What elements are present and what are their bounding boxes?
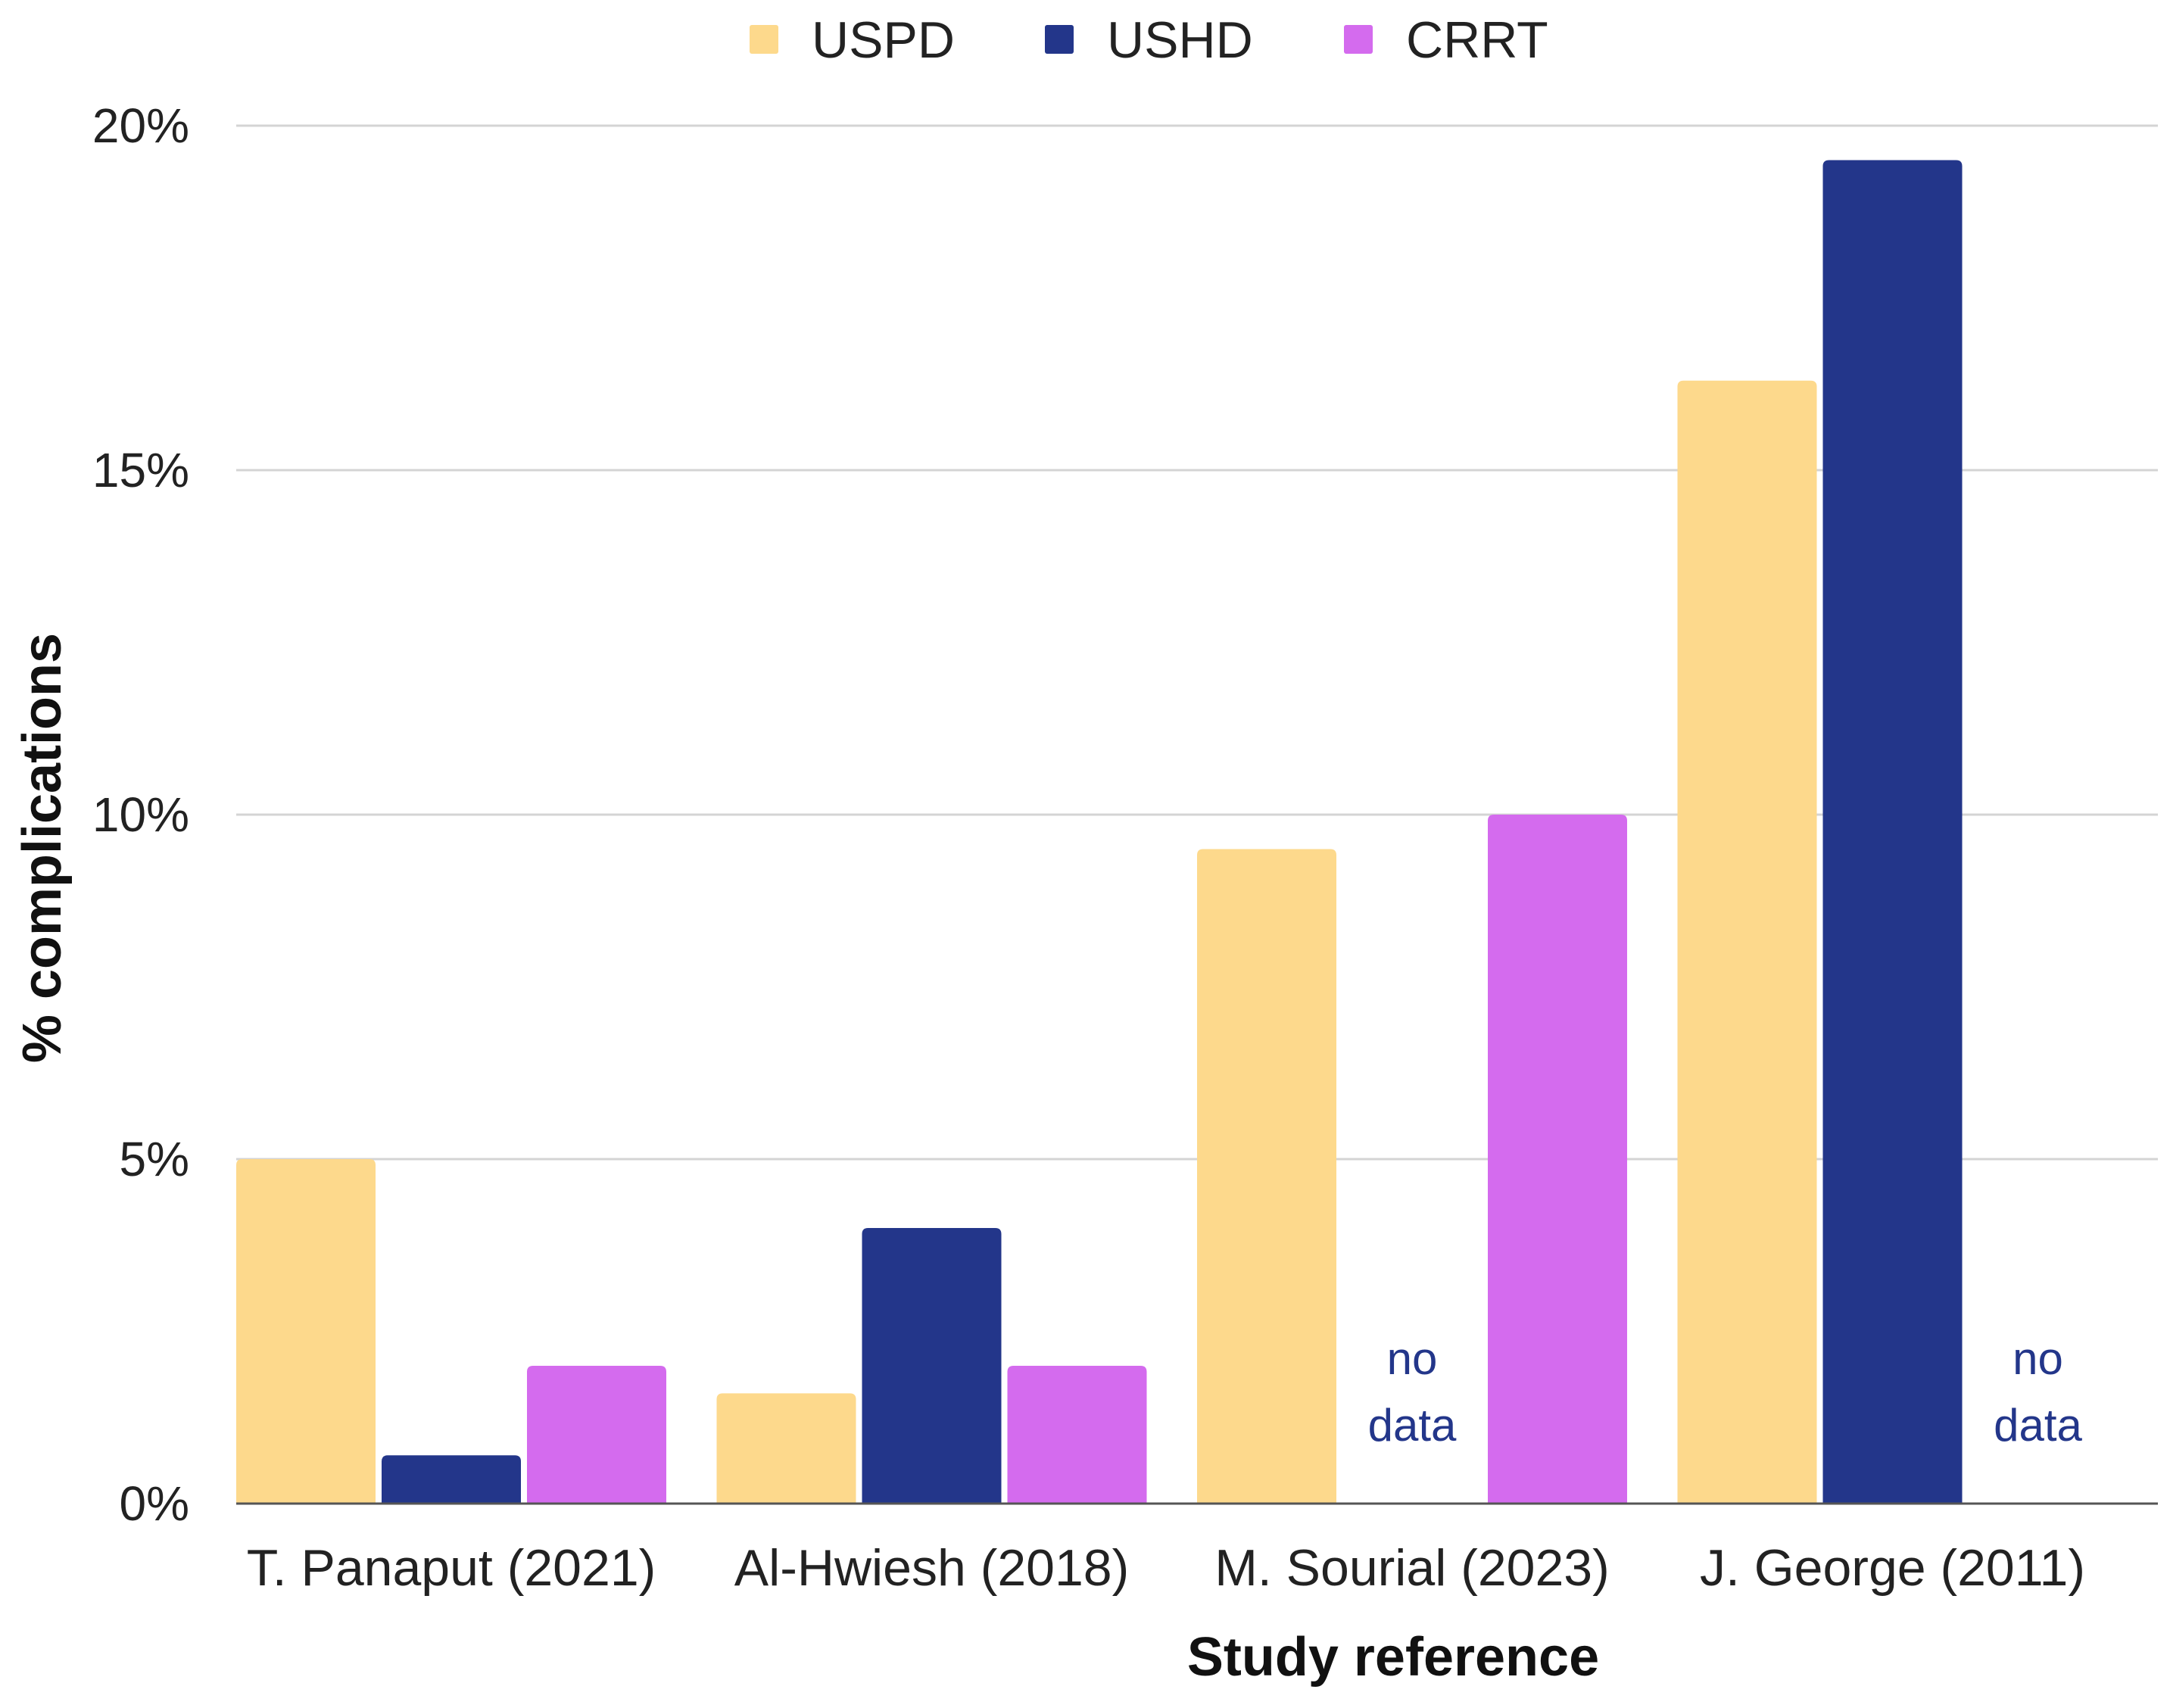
legend-label-ushd: USHD <box>1107 11 1253 69</box>
y-tick-label: 20% <box>92 98 189 153</box>
legend-label-uspd: USPD <box>812 11 955 69</box>
bar-ushd-1 <box>862 1228 1002 1504</box>
y-tick-label: 15% <box>92 443 189 497</box>
bar-ushd-3 <box>1822 160 1963 1504</box>
bar-uspd-1 <box>716 1393 856 1504</box>
bar-uspd-2 <box>1197 849 1336 1504</box>
bar-crrt-0 <box>527 1366 666 1504</box>
bar-uspd-3 <box>1677 380 1817 1504</box>
bar-crrt-1 <box>1007 1366 1147 1504</box>
y-tick-label: 0% <box>120 1476 190 1531</box>
y-tick-label: 5% <box>120 1132 190 1186</box>
bars <box>236 160 1963 1504</box>
no-data-label: no data <box>1368 1333 1457 1451</box>
legend-label-crrt: CRRT <box>1406 11 1548 69</box>
legend-swatch-ushd <box>1045 25 1074 54</box>
legend: USPD USHD CRRT <box>750 11 1548 69</box>
bar-crrt-2 <box>1488 815 1627 1504</box>
y-tick-label: 10% <box>92 787 189 842</box>
axes: 0% 5% 10% 15% 20% T. Panaput (2021) Al-Hwiesh … <box>92 98 2158 1597</box>
y-axis-title: % complications <box>12 633 73 1063</box>
annotations: no data no data <box>1368 1333 2083 1451</box>
x-tick-label: Al-Hwiesh (2018) <box>734 1539 1130 1597</box>
legend-swatch-crrt <box>1344 25 1373 54</box>
bar-ushd-0 <box>382 1455 521 1504</box>
x-axis-title: Study reference <box>1187 1627 1599 1688</box>
x-tick-label: J. George (2011) <box>1700 1539 2085 1597</box>
no-data-label: no data <box>1994 1333 2082 1451</box>
x-tick-label: M. Sourial (2023) <box>1214 1539 1610 1597</box>
bar-uspd-0 <box>236 1159 376 1504</box>
x-tick-label: T. Panaput (2021) <box>247 1539 656 1597</box>
legend-swatch-uspd <box>750 25 778 54</box>
